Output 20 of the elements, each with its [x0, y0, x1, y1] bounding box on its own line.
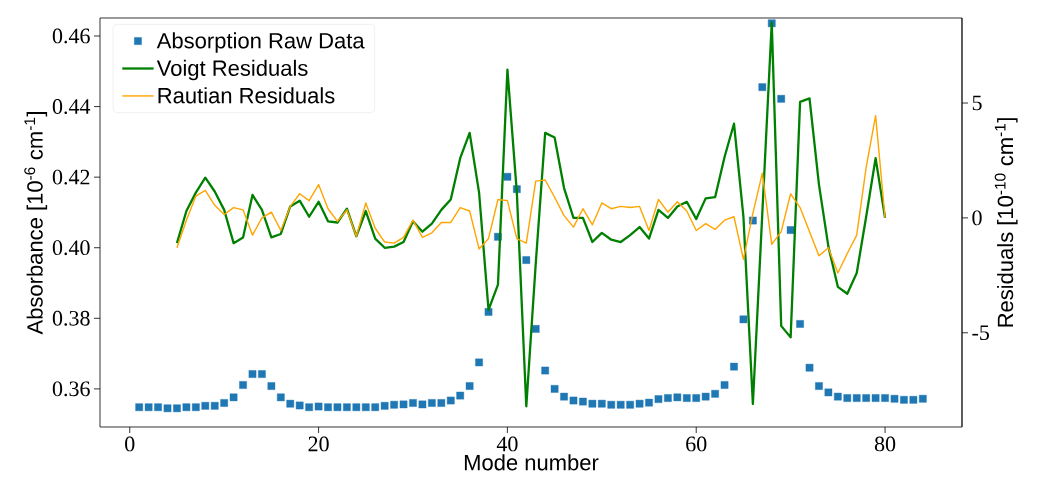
- y-tick-label: 0.38: [52, 310, 90, 326]
- y-tick-label: 0.36: [52, 381, 90, 397]
- y2-tick-label: 0: [972, 210, 982, 226]
- y-tick-label: 0.42: [52, 169, 90, 185]
- y-tick-label: 0.40: [52, 240, 90, 256]
- y2-tick-label: -5: [972, 325, 989, 341]
- x-tick-label: 40: [496, 436, 518, 452]
- legend-label: Voigt Residuals: [156, 59, 308, 81]
- y2-tick-label: 5: [972, 95, 982, 111]
- x-tick-label: 80: [874, 436, 896, 452]
- legend-label: Rautian Residuals: [158, 87, 335, 104]
- y2-axis-title: Residuals [10$^{-10}$ cm$^{-1}$]: [994, 118, 1018, 327]
- x-tick-label: 20: [308, 436, 329, 452]
- x-axis-title: Mode number: [464, 454, 599, 471]
- y-axis-title: Absorbance [10$^{-6}$ cm$^{-1}$]: [24, 112, 48, 335]
- y-tick-label: 0.44: [52, 99, 91, 115]
- legend-label: Absorption Raw Data: [156, 32, 365, 53]
- x-tick-label: 60: [686, 436, 707, 452]
- x-tick-label: 0: [125, 436, 135, 452]
- y-tick-label: 0.46: [52, 28, 90, 44]
